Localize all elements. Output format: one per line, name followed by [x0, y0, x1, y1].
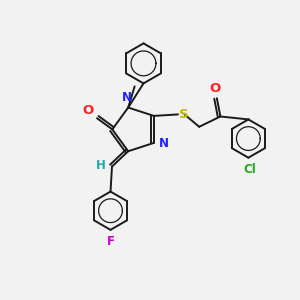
Text: F: F [106, 235, 115, 248]
Text: Cl: Cl [244, 163, 256, 176]
Text: O: O [82, 104, 94, 117]
Text: S: S [179, 108, 189, 121]
Text: O: O [210, 82, 221, 95]
Text: H: H [96, 159, 106, 172]
Text: N: N [159, 137, 169, 150]
Text: N: N [122, 91, 132, 104]
